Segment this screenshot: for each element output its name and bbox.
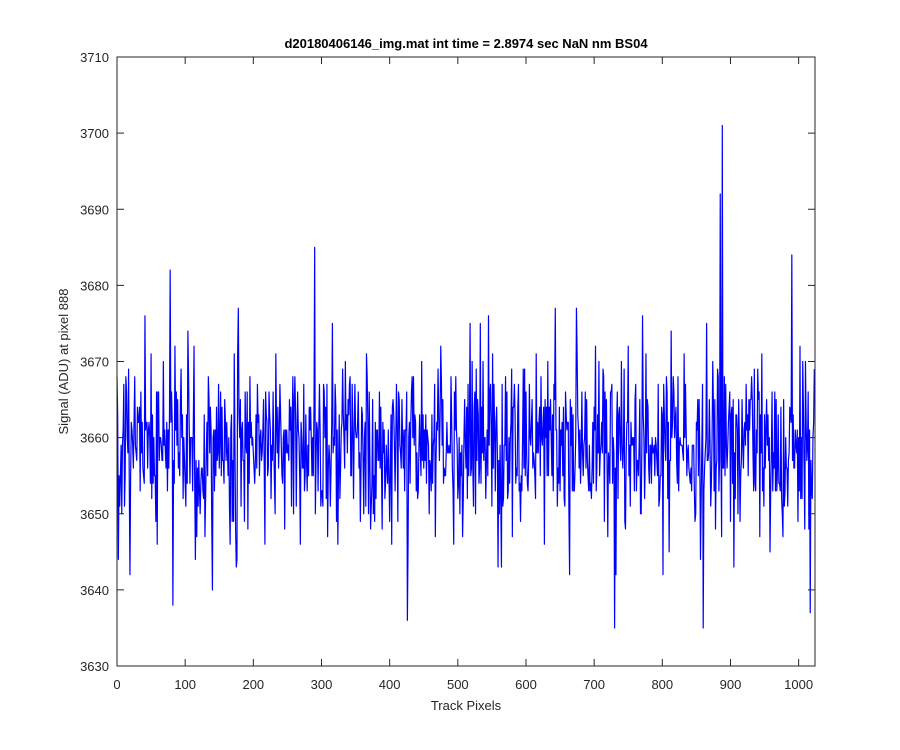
x-tick-label: 600	[515, 677, 537, 692]
y-tick-label: 3670	[80, 355, 109, 370]
x-tick-label: 900	[720, 677, 742, 692]
series-line	[116, 124, 815, 629]
chart-title: d20180406146_img.mat int time = 2.8974 s…	[284, 36, 648, 51]
y-tick-label: 3700	[80, 126, 109, 141]
x-tick-label: 200	[242, 677, 264, 692]
axes-box	[116, 56, 816, 667]
y-axis-label: Signal (ADU) at pixel 888	[56, 289, 71, 435]
x-tick-label: 0	[113, 677, 120, 692]
axes-frame	[116, 56, 816, 667]
x-tick-label: 700	[583, 677, 605, 692]
x-tick-label: 100	[174, 677, 196, 692]
y-tick-label: 3630	[80, 659, 109, 674]
y-tick-label: 3650	[80, 507, 109, 522]
x-tick-label: 300	[311, 677, 333, 692]
x-tick-label: 800	[651, 677, 673, 692]
y-tick-label: 3680	[80, 278, 109, 293]
plot-area: 0 100 200 300 400 500 600 700 800 900 1000 3630 3640…	[80, 50, 816, 692]
y-tick-label: 3660	[80, 431, 109, 446]
y-tick-label: 3690	[80, 202, 109, 217]
y-tick-label: 3710	[80, 50, 109, 65]
x-tick-label: 500	[447, 677, 469, 692]
x-axis-label: Track Pixels	[431, 698, 502, 713]
y-tick-label: 3640	[80, 583, 109, 598]
x-tick-label: 1000	[784, 677, 813, 692]
x-tick-label: 400	[379, 677, 401, 692]
tick-layer: 0 100 200 300 400 500 600 700 800 900 1000 3630 3640…	[80, 50, 815, 692]
series-layer	[116, 124, 815, 629]
